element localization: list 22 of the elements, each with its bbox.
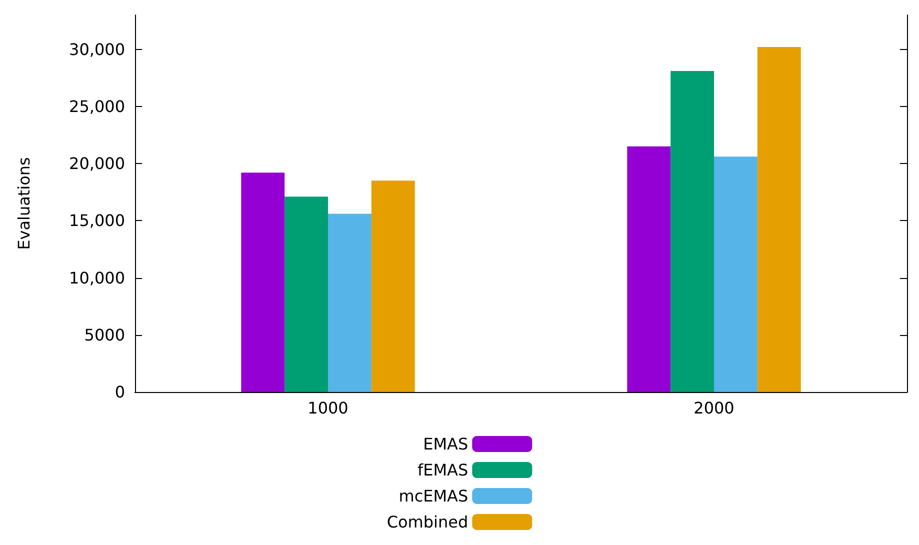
y-tick-label: 25,000 [69,96,125,116]
bar [371,180,415,392]
legend-label: EMAS [423,434,468,454]
bar [627,146,671,392]
legend-label: fEMAS [417,460,468,480]
y-tick-label: 30,000 [69,40,125,59]
y-tick-label: 20,000 [69,154,125,174]
y-tick-label: 15,000 [69,211,125,230]
bar [328,214,372,392]
bar [241,172,285,392]
y-tick-label: 10,000 [69,268,125,288]
y-axis-title: Evaluations [14,157,34,250]
legend-label: Combined [386,512,468,532]
bar [284,196,328,392]
y-tick-label: 0 [114,382,125,402]
y-tick-label: 5000 [84,325,125,344]
x-tick-label: 1000 [308,398,348,418]
bar [670,70,714,392]
x-tick-label: 2000 [694,398,734,418]
bar [714,156,758,392]
bar [757,46,801,392]
legend-label: mcEMAS [398,486,468,506]
